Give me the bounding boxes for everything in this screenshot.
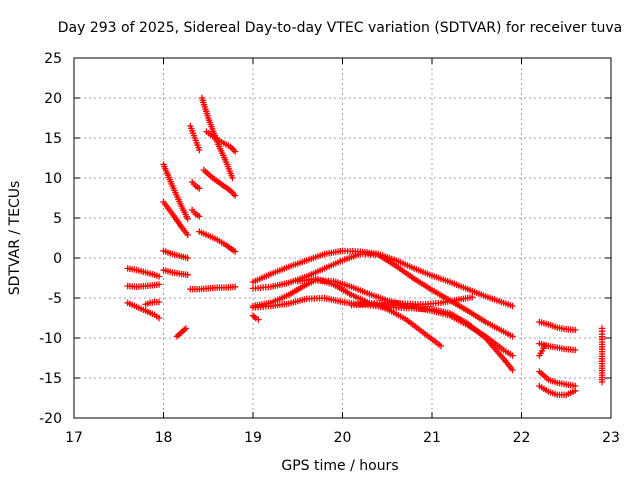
data-point-marker xyxy=(541,342,548,350)
x-tick-label: 18 xyxy=(155,430,173,446)
series-arc-02 xyxy=(124,281,163,290)
y-tick-label: -20 xyxy=(39,411,62,427)
x-tick-label: 22 xyxy=(513,430,531,446)
series-arc-29 xyxy=(536,382,579,398)
x-tick-label: 21 xyxy=(423,430,441,446)
data-point-marker xyxy=(437,342,445,350)
series-arc-26 xyxy=(536,340,579,354)
y-tick-label: 10 xyxy=(44,171,62,187)
y-tick-label: 0 xyxy=(53,251,62,267)
data-point-marker xyxy=(598,378,606,386)
series-arc-08 xyxy=(160,266,191,278)
data-point-marker xyxy=(255,316,262,323)
series-arc-09 xyxy=(173,325,190,340)
y-tick-label: 25 xyxy=(44,51,62,67)
series-arc-15 xyxy=(203,128,239,155)
data-point-marker xyxy=(182,325,190,332)
data-point-marker xyxy=(509,333,516,340)
x-axis-label: GPS time / hours xyxy=(281,458,398,474)
data-point-marker xyxy=(231,192,239,199)
grid-lines xyxy=(74,58,611,418)
x-tick-label: 19 xyxy=(244,430,262,446)
data-point-marker xyxy=(155,314,163,322)
series-arc-01 xyxy=(124,265,163,280)
data-point-marker xyxy=(196,185,203,192)
data-point-marker xyxy=(196,146,203,154)
series-arc-17 xyxy=(196,228,239,255)
axis-ticks: 17 18 19 20 21 22 23 -20 -15 -10 -5 0 5 10 15 20 25 xyxy=(39,51,620,446)
series-arc-28 xyxy=(536,368,579,390)
series-arc-07 xyxy=(160,247,191,262)
series-arc-13 xyxy=(187,283,239,293)
data-point-marker xyxy=(572,346,579,354)
series-arc-30 xyxy=(598,325,606,386)
series-arc-12 xyxy=(188,206,203,220)
x-tick-label: 20 xyxy=(334,430,352,446)
y-tick-label: -5 xyxy=(48,291,62,307)
series-arc-27 xyxy=(536,342,548,359)
y-tick-label: -10 xyxy=(39,331,62,347)
series-arc-10 xyxy=(187,122,203,154)
data-point-marker xyxy=(155,281,163,288)
data-point-marker xyxy=(196,213,203,220)
y-axis-label: SDTVAR / TECUs xyxy=(7,181,23,296)
data-point-marker xyxy=(155,273,163,280)
series-arc-03 xyxy=(124,299,163,322)
series-arc-16 xyxy=(200,166,239,199)
data-point-marker xyxy=(155,298,163,306)
data-point-marker xyxy=(509,352,516,359)
y-tick-label: 5 xyxy=(53,211,62,227)
data-point-marker xyxy=(184,271,191,278)
y-tick-label: -15 xyxy=(39,371,62,387)
y-tick-label: 20 xyxy=(44,91,62,107)
data-point-marker xyxy=(251,313,258,320)
series-arc-23 xyxy=(348,294,476,309)
x-tick-label: 17 xyxy=(65,430,83,446)
y-tick-label: 15 xyxy=(44,131,62,147)
x-tick-label: 23 xyxy=(602,430,620,446)
series-arc-05 xyxy=(160,161,191,222)
data-markers xyxy=(124,94,606,398)
data-point-marker xyxy=(572,326,579,334)
series-arc-25 xyxy=(536,318,579,334)
data-point-marker xyxy=(184,231,191,238)
data-point-marker xyxy=(231,283,239,290)
series-arc-24 xyxy=(249,312,262,323)
series-arc-18 xyxy=(249,247,516,310)
series-arc-06 xyxy=(160,198,191,238)
data-point-marker xyxy=(231,148,239,155)
chart-title: Day 293 of 2025, Sidereal Day-to-day VTE… xyxy=(58,20,622,36)
data-point-marker xyxy=(229,174,236,182)
series-arc-22 xyxy=(294,275,445,350)
data-point-marker xyxy=(469,294,476,301)
data-point-marker xyxy=(184,215,191,222)
data-point-marker xyxy=(231,248,239,255)
data-point-marker xyxy=(572,387,579,394)
data-point-marker xyxy=(509,366,516,374)
data-point-marker xyxy=(184,254,191,262)
data-point-marker xyxy=(509,302,516,310)
series-arc-11 xyxy=(188,178,203,192)
series-arc-04 xyxy=(142,298,163,308)
